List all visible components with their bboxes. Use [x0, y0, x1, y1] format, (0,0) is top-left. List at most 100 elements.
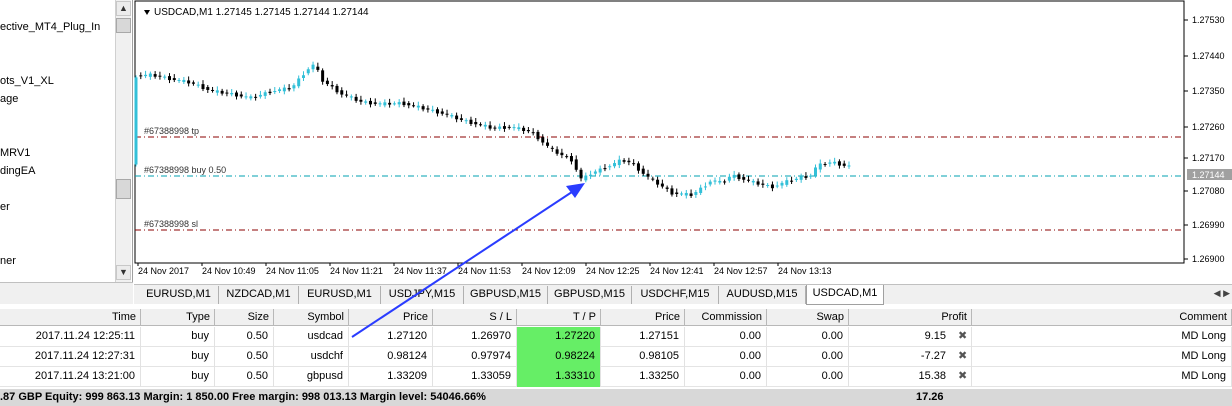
- tab-scroll-arrows-icon[interactable]: ◀ ▶: [1213, 288, 1230, 298]
- column-header[interactable]: S / L: [433, 309, 517, 326]
- table-cell: 9.15: [849, 327, 972, 347]
- chart-tab[interactable]: EURUSD,M1: [299, 286, 381, 304]
- column-header[interactable]: Comment: [972, 309, 1232, 326]
- table-cell: 0.50: [215, 347, 274, 367]
- time-tick-label: 24 Nov 2017: [138, 266, 189, 276]
- column-header[interactable]: Price: [601, 309, 685, 326]
- navigator-item[interactable]: age: [0, 93, 19, 105]
- candle-body: [703, 186, 707, 188]
- price-tick-label: 1.27440: [1192, 51, 1225, 61]
- chart-tab[interactable]: USDJPY,M15: [381, 286, 464, 304]
- candle-body: [670, 188, 674, 195]
- candle-body: [809, 175, 813, 177]
- candle-body: [301, 75, 305, 79]
- table-cell: 0.97974: [433, 347, 517, 367]
- candle-body: [158, 75, 162, 77]
- buy-line-label: #67388998 buy 0.50: [144, 165, 226, 175]
- candle-body: [148, 73, 152, 77]
- column-header[interactable]: T / P: [517, 309, 601, 326]
- navigator-item[interactable]: er: [0, 201, 10, 213]
- candle-body: [680, 193, 684, 195]
- candle-body: [837, 161, 841, 166]
- candle-body: [416, 105, 420, 108]
- navigator-item[interactable]: ner: [0, 255, 16, 267]
- close-order-icon[interactable]: ✖: [958, 370, 968, 382]
- column-header[interactable]: Commission: [685, 309, 767, 326]
- chart-tab[interactable]: NZDCAD,M1: [219, 286, 299, 304]
- candle-body: [770, 184, 774, 189]
- scroll-thumb[interactable]: [116, 179, 131, 199]
- chart-tab[interactable]: GBPUSD,M15: [548, 286, 632, 304]
- column-header[interactable]: Time: [0, 309, 141, 326]
- table-row[interactable]: 2017.11.24 13:21:00 buy 0.50 gbpusd 1.33209 1…: [0, 367, 1232, 387]
- column-header[interactable]: Profit: [849, 309, 972, 326]
- price-tick-label: 1.27170: [1192, 153, 1225, 163]
- candle-body: [598, 168, 602, 173]
- column-header[interactable]: Symbol: [274, 309, 349, 326]
- candle-body: [646, 173, 650, 177]
- candle-body: [622, 160, 626, 162]
- scroll-up-icon[interactable]: ▲: [116, 1, 131, 16]
- chart-tab[interactable]: EURUSD,M1: [139, 286, 219, 304]
- time-tick-label: 24 Nov 11:37: [394, 266, 447, 276]
- table-cell: MD Long: [972, 347, 1232, 367]
- current-price-label: 1.27144: [1192, 170, 1225, 180]
- time-tick-label: 24 Nov 12:25: [586, 266, 640, 276]
- scroll-down-icon[interactable]: ▼: [116, 265, 131, 280]
- close-order-icon[interactable]: ✖: [958, 330, 968, 342]
- table-cell: 1.27220: [517, 327, 601, 347]
- candle-body: [359, 99, 363, 102]
- candle-body: [440, 111, 444, 114]
- candle-body: [847, 165, 851, 167]
- scroll-thumb[interactable]: [116, 18, 131, 33]
- table-row[interactable]: 2017.11.24 12:27:31 buy 0.50 usdchf 0.98124 0…: [0, 347, 1232, 367]
- table-cell: buy: [141, 367, 215, 387]
- navigator-item[interactable]: MRV1: [0, 147, 31, 159]
- candle-body: [325, 80, 329, 85]
- table-cell: 0.98124: [349, 347, 433, 367]
- column-header[interactable]: Size: [215, 309, 274, 326]
- price-tick-label: 1.27530: [1192, 15, 1225, 25]
- chart-canvas[interactable]: USDCAD,M1 1.27145 1.27145 1.27144 1.2714…: [134, 0, 1232, 282]
- time-tick-label: 24 Nov 11:21: [330, 266, 383, 276]
- table-row[interactable]: 2017.11.24 12:25:11 buy 0.50 usdcad 1.27120 1…: [0, 327, 1232, 347]
- candle-body: [373, 102, 377, 104]
- chart-tab[interactable]: GBPUSD,M15: [464, 286, 548, 304]
- chart-tab[interactable]: USDCAD,M1: [806, 285, 884, 305]
- table-cell: 2017.11.24 12:25:11: [0, 327, 141, 347]
- candle-body: [613, 163, 617, 167]
- candle-body: [364, 101, 368, 103]
- candle-body: [502, 126, 506, 129]
- candle-body: [636, 163, 640, 171]
- candle-body: [345, 94, 349, 96]
- candle-body: [627, 160, 631, 163]
- chart-tab[interactable]: AUDUSD,M15: [719, 286, 806, 304]
- chart-tab[interactable]: USDCHF,M15: [632, 286, 719, 304]
- candle-body: [335, 85, 339, 93]
- close-order-icon[interactable]: ✖: [958, 350, 968, 362]
- column-header[interactable]: Type: [141, 309, 215, 326]
- candle-body: [593, 171, 597, 174]
- candle-body: [536, 131, 540, 140]
- candle-body: [766, 185, 770, 187]
- candle-body: [388, 102, 392, 105]
- table-cell: -7.27: [849, 347, 972, 367]
- candle-body: [608, 166, 612, 168]
- navigator-scrollbar[interactable]: ▲ ▼: [115, 0, 131, 282]
- navigator-item[interactable]: dingEA: [0, 165, 36, 177]
- candle-body: [684, 192, 688, 196]
- navigator-item[interactable]: ective_MT4_Plug_In: [0, 21, 101, 33]
- candle-body: [632, 163, 636, 165]
- price-chart[interactable]: USDCAD,M1 1.27145 1.27145 1.27144 1.2714…: [134, 0, 1232, 282]
- chart-menu-icon[interactable]: [144, 10, 150, 15]
- candle-body: [751, 180, 755, 183]
- candle-body: [579, 169, 583, 179]
- navigator-item[interactable]: ots_V1_XL: [0, 75, 54, 87]
- column-header[interactable]: Price: [349, 309, 433, 326]
- candle-body: [493, 127, 497, 129]
- table-cell: 0.98224: [517, 347, 601, 367]
- candle-body: [507, 126, 511, 128]
- column-header[interactable]: Swap: [767, 309, 849, 326]
- table-cell: 0.00: [685, 327, 767, 347]
